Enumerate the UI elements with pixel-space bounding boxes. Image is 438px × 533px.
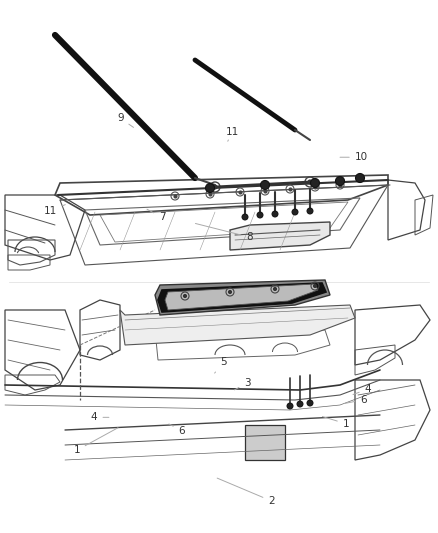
Circle shape <box>273 287 276 290</box>
Text: 9: 9 <box>117 114 134 127</box>
Polygon shape <box>245 425 285 460</box>
Circle shape <box>287 403 293 409</box>
Circle shape <box>297 401 303 407</box>
Text: 11: 11 <box>44 205 65 215</box>
Circle shape <box>314 285 317 287</box>
Text: 6: 6 <box>169 424 185 435</box>
Circle shape <box>184 295 187 297</box>
Text: 6: 6 <box>344 395 367 405</box>
Circle shape <box>307 400 313 406</box>
Text: 3: 3 <box>235 378 251 390</box>
Text: 1: 1 <box>73 427 118 455</box>
Text: 11: 11 <box>226 127 239 141</box>
Circle shape <box>307 208 313 214</box>
Circle shape <box>308 180 312 184</box>
Circle shape <box>257 212 263 218</box>
Polygon shape <box>158 283 326 312</box>
Text: 8: 8 <box>195 223 253 242</box>
Circle shape <box>311 179 319 188</box>
Circle shape <box>242 214 248 220</box>
Circle shape <box>356 174 364 182</box>
Circle shape <box>213 185 217 189</box>
Polygon shape <box>120 305 355 345</box>
Text: 4: 4 <box>353 384 371 394</box>
Polygon shape <box>230 222 330 250</box>
Text: 10: 10 <box>340 152 368 162</box>
Polygon shape <box>165 284 318 310</box>
Polygon shape <box>155 280 330 315</box>
Text: 7: 7 <box>147 209 166 222</box>
Text: 4: 4 <box>91 413 109 422</box>
Text: 1: 1 <box>322 417 350 429</box>
Circle shape <box>205 183 215 192</box>
Circle shape <box>292 209 298 215</box>
Circle shape <box>229 290 232 294</box>
Text: 5: 5 <box>215 358 227 373</box>
Circle shape <box>261 181 269 190</box>
Circle shape <box>272 211 278 217</box>
Circle shape <box>336 176 345 185</box>
Text: 2: 2 <box>217 478 275 506</box>
